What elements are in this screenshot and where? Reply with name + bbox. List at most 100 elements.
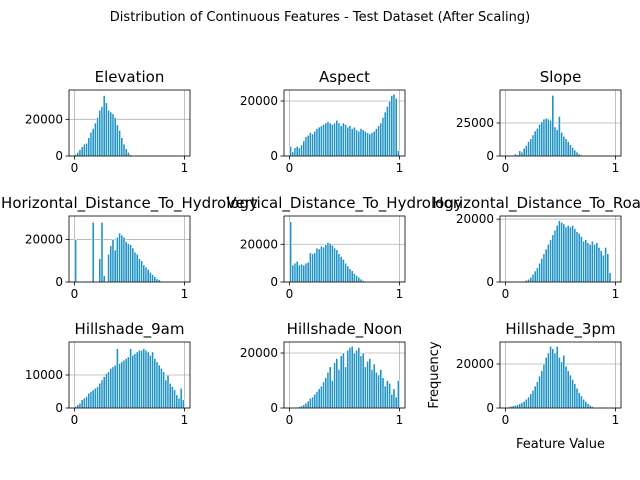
histogram-bar	[109, 111, 113, 157]
histogram-bar	[100, 106, 104, 157]
histogram-bar	[562, 135, 566, 157]
histogram-bar	[357, 130, 361, 157]
histogram-bar	[531, 134, 535, 157]
histogram-bar	[87, 392, 91, 409]
histogram-bar	[308, 252, 312, 283]
x-tick-label: 0	[286, 161, 294, 175]
x-tick-label: 1	[396, 161, 404, 175]
histogram-bar	[96, 386, 100, 409]
histogram-bar	[606, 253, 610, 283]
histogram-bar	[78, 402, 82, 409]
histogram-bar	[535, 267, 539, 283]
histogram-bar	[361, 352, 365, 409]
histogram-bar	[116, 236, 119, 283]
histogram-bar	[359, 128, 363, 157]
histogram-bar	[586, 403, 590, 409]
histogram-bar	[179, 387, 183, 409]
histogram-bar	[544, 118, 548, 157]
histogram-bar	[302, 264, 306, 283]
histogram-bar	[289, 146, 292, 157]
histogram-bar	[118, 130, 121, 157]
histogram-bar	[363, 366, 367, 409]
histogram-bar	[144, 349, 148, 409]
histogram-bar	[133, 251, 137, 283]
histogram-bar	[359, 278, 363, 283]
histogram-bar	[330, 124, 334, 157]
histogram-bar	[379, 122, 383, 157]
histogram-bar	[113, 364, 117, 409]
histogram-bar	[124, 148, 128, 157]
subplot-4: 0 1 0 20000 Horizontal_Distance_To_Hydrology	[1, 194, 258, 301]
histogram-bar	[313, 130, 317, 157]
histogram-bar	[313, 393, 317, 409]
histogram-bar	[357, 347, 361, 409]
histogram-bar	[339, 355, 343, 409]
histogram-bar	[118, 232, 121, 283]
histogram-bar	[102, 95, 106, 157]
histogram-bar	[597, 247, 601, 283]
histogram-bar	[348, 268, 352, 283]
histogram-bar	[555, 346, 559, 409]
histogram-bar	[379, 369, 383, 409]
histogram-bar	[297, 264, 301, 283]
histogram-bar	[78, 149, 82, 157]
histogram-bar	[551, 94, 555, 157]
histogram-bar	[308, 132, 312, 157]
histogram-bar	[374, 371, 378, 409]
histogram-bar	[322, 246, 325, 283]
axes-frame	[499, 215, 622, 283]
histogram-bar	[116, 124, 119, 157]
histogram-bar	[317, 388, 321, 409]
histogram-bar	[392, 388, 396, 409]
histogram-bar	[372, 363, 376, 409]
histogram-bar	[133, 353, 137, 409]
histogram-bar	[527, 141, 531, 157]
histogram-bar	[529, 393, 533, 409]
histogram-bar	[173, 389, 176, 409]
histogram-bar	[324, 377, 328, 409]
y-tick-label: 20000	[240, 237, 278, 251]
histogram-bar	[368, 358, 372, 409]
histogram-bar	[562, 223, 566, 283]
histogram-bar	[560, 221, 564, 283]
histogram-bar	[326, 121, 330, 157]
subplot-title: Hillshade_3pm	[505, 320, 615, 339]
histogram-bar	[355, 129, 358, 157]
histogram-bar	[549, 120, 553, 157]
histogram-bar	[527, 396, 531, 409]
histogram-bar	[385, 106, 389, 157]
histogram-bar	[315, 247, 319, 283]
histogram-bar	[557, 116, 561, 157]
histogram-bar	[317, 248, 321, 283]
x-tick-label: 0	[286, 413, 294, 427]
histogram-bar	[374, 128, 378, 157]
histogram-bar	[577, 232, 581, 283]
subplot-title: Horizontal_Distance_To_Roadways	[432, 194, 640, 213]
histogram-bar	[575, 387, 579, 409]
histogram-bar	[160, 368, 163, 409]
histogram-bar	[604, 247, 608, 283]
subplot-1: 0 1 0 20000 Elevation	[25, 68, 191, 175]
histogram-bar	[127, 356, 130, 409]
histogram-bar	[564, 365, 568, 409]
histogram-bar	[588, 243, 592, 283]
histogram-bar	[304, 262, 308, 283]
histogram-bar	[352, 352, 356, 409]
histogram-bar	[593, 243, 597, 283]
histogram-bar	[326, 242, 330, 283]
histogram-bar	[553, 352, 557, 409]
histogram-bar	[527, 278, 531, 283]
histogram-bar	[575, 231, 579, 283]
histogram-bar	[105, 102, 108, 157]
histogram-bar	[608, 272, 612, 283]
histogram-bar	[599, 250, 603, 283]
histogram-bar	[346, 349, 350, 409]
axes-frame	[283, 89, 406, 157]
histogram-bar	[87, 137, 91, 157]
histogram-bar	[295, 146, 299, 157]
histogram-bar	[162, 371, 165, 409]
subplot-8: 0 1 0 20000 Hillshade_Noon	[240, 320, 406, 427]
histogram-bar	[540, 258, 544, 283]
histogram-bar	[120, 361, 124, 409]
